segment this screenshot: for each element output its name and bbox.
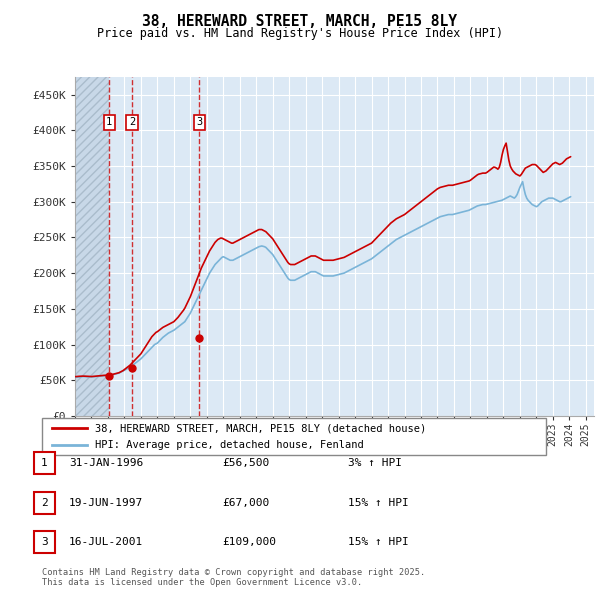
Text: Price paid vs. HM Land Registry's House Price Index (HPI): Price paid vs. HM Land Registry's House … <box>97 27 503 40</box>
Text: 1: 1 <box>106 117 112 127</box>
Text: 3: 3 <box>41 537 48 547</box>
Text: 3% ↑ HPI: 3% ↑ HPI <box>348 458 402 468</box>
Text: 1: 1 <box>41 458 48 468</box>
Text: £109,000: £109,000 <box>222 537 276 547</box>
Text: HPI: Average price, detached house, Fenland: HPI: Average price, detached house, Fenl… <box>95 441 364 450</box>
Text: £67,000: £67,000 <box>222 498 269 507</box>
Text: 31-JAN-1996: 31-JAN-1996 <box>69 458 143 468</box>
Text: 16-JUL-2001: 16-JUL-2001 <box>69 537 143 547</box>
Bar <box>75 77 109 416</box>
Text: Contains HM Land Registry data © Crown copyright and database right 2025.
This d: Contains HM Land Registry data © Crown c… <box>42 568 425 587</box>
Text: 2: 2 <box>41 498 48 507</box>
Text: 15% ↑ HPI: 15% ↑ HPI <box>348 537 409 547</box>
Text: 38, HEREWARD STREET, MARCH, PE15 8LY (detached house): 38, HEREWARD STREET, MARCH, PE15 8LY (de… <box>95 424 426 433</box>
Text: £56,500: £56,500 <box>222 458 269 468</box>
Text: 2: 2 <box>129 117 135 127</box>
Text: 3: 3 <box>196 117 202 127</box>
Text: 38, HEREWARD STREET, MARCH, PE15 8LY: 38, HEREWARD STREET, MARCH, PE15 8LY <box>143 14 458 28</box>
Text: 15% ↑ HPI: 15% ↑ HPI <box>348 498 409 507</box>
Text: 19-JUN-1997: 19-JUN-1997 <box>69 498 143 507</box>
